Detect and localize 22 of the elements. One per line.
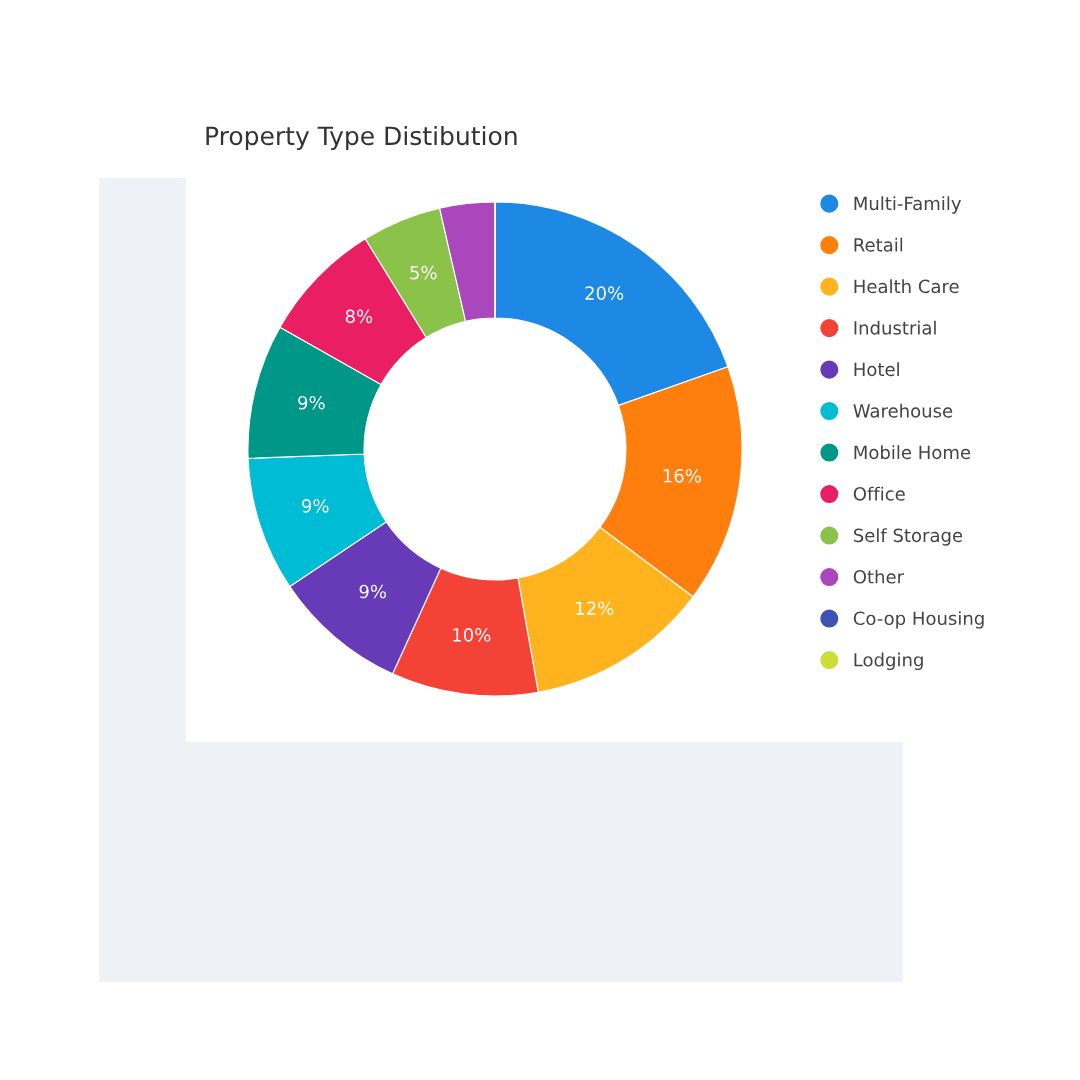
legend-label: Lodging [854, 652, 923, 671]
legend-label: Multi-Family [854, 196, 961, 214]
legend-label: Self Storage [853, 528, 963, 546]
data-label: 16% [663, 468, 701, 483]
data-label: 12% [576, 601, 614, 616]
legend-label: Industrial [854, 320, 936, 335]
legend-label: Mobile Home [854, 445, 971, 460]
data-label: 5% [410, 265, 437, 280]
data-label: 9% [359, 584, 387, 599]
legend-label: Office [853, 486, 905, 501]
data-label: 8% [345, 309, 373, 324]
legend-label: Other [853, 569, 905, 584]
legend-label: Co-op Housing [853, 611, 984, 629]
data-label: 9% [302, 498, 329, 513]
chart-title: Property Type Distibution [206, 125, 517, 151]
legend-label: Retail [854, 237, 903, 252]
legend-label: Health Care [854, 279, 959, 294]
data-label: 10% [453, 628, 491, 642]
data-label: 9% [298, 395, 325, 410]
data-label: 20% [585, 286, 624, 300]
legend-label: Warehouse [853, 403, 953, 418]
legend-label: Hotel [854, 362, 899, 377]
